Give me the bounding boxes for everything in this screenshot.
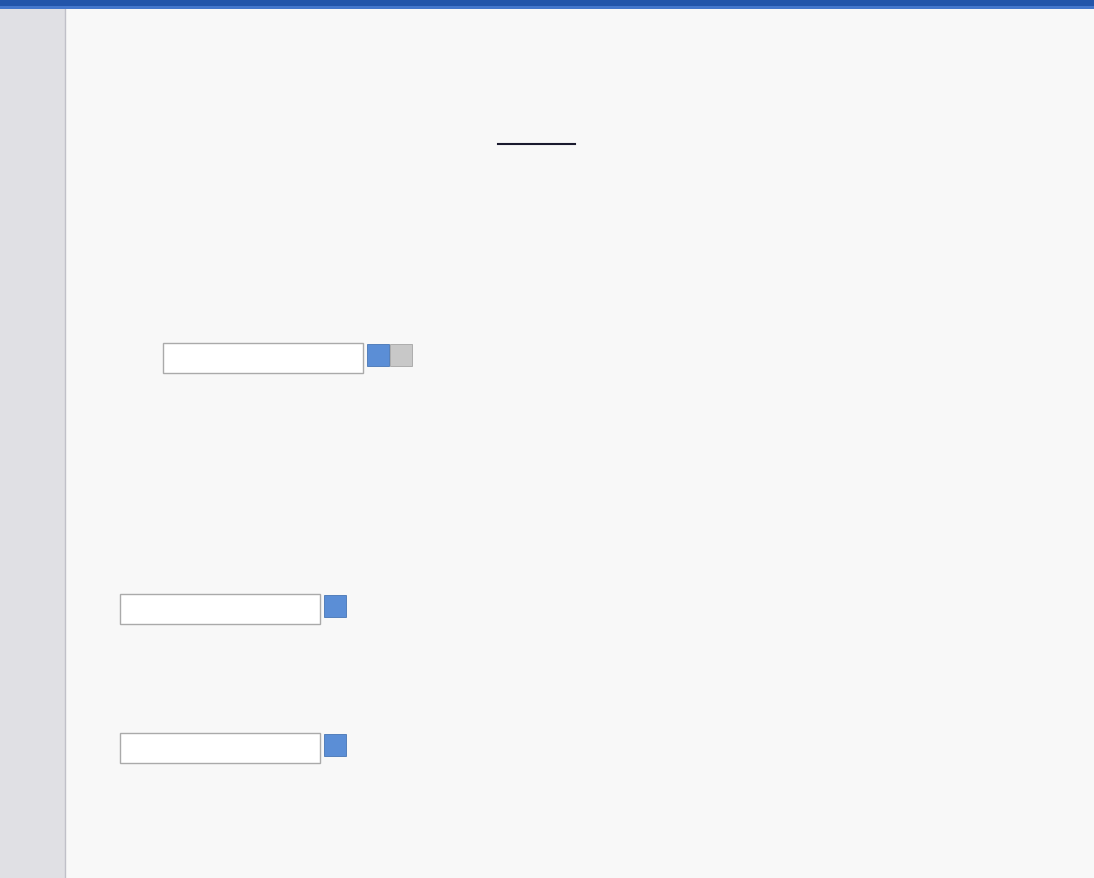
Text: $f\,(x) =$: $f\,(x) =$ [389, 130, 470, 159]
Text: x + 1;  x − 1). The order of the lists do not matter.: x + 1; x − 1). The order of the lists do… [90, 450, 549, 469]
Text: Domain:: Domain: [90, 350, 166, 369]
Text: $x$: $x$ [526, 118, 544, 140]
Text: $y =$: $y =$ [90, 740, 119, 758]
Text: Horizontal asymptotes:: Horizontal asymptotes: [90, 666, 302, 683]
Text: $x^2\!-\!16$: $x^2\!-\!16$ [496, 154, 574, 180]
FancyBboxPatch shape [324, 595, 346, 617]
Text: Vertical asymptotes:: Vertical asymptotes: [90, 525, 276, 543]
FancyBboxPatch shape [0, 0, 1094, 7]
FancyBboxPatch shape [163, 343, 363, 373]
FancyBboxPatch shape [0, 10, 65, 878]
FancyBboxPatch shape [366, 344, 389, 367]
Text: To enter ∞, type infinity. To enter ∪, type U.: To enter ∞, type infinity. To enter ∪, t… [90, 285, 491, 304]
Text: Enter the domain in interval notation.: Enter the domain in interval notation. [90, 220, 438, 239]
FancyBboxPatch shape [120, 594, 321, 624]
FancyBboxPatch shape [389, 344, 412, 367]
FancyBboxPatch shape [324, 734, 346, 756]
FancyBboxPatch shape [65, 10, 1094, 878]
Text: The fields below accept a list of numbers or formulas separated by semicolons (e: The fields below accept a list of number… [90, 421, 943, 439]
FancyBboxPatch shape [0, 7, 1094, 10]
Text: $x =$: $x =$ [90, 601, 119, 618]
Text: Find the domain, vertical asymptotes, and horizontal asymptotes of the function.: Find the domain, vertical asymptotes, an… [90, 46, 860, 64]
FancyBboxPatch shape [120, 733, 321, 763]
